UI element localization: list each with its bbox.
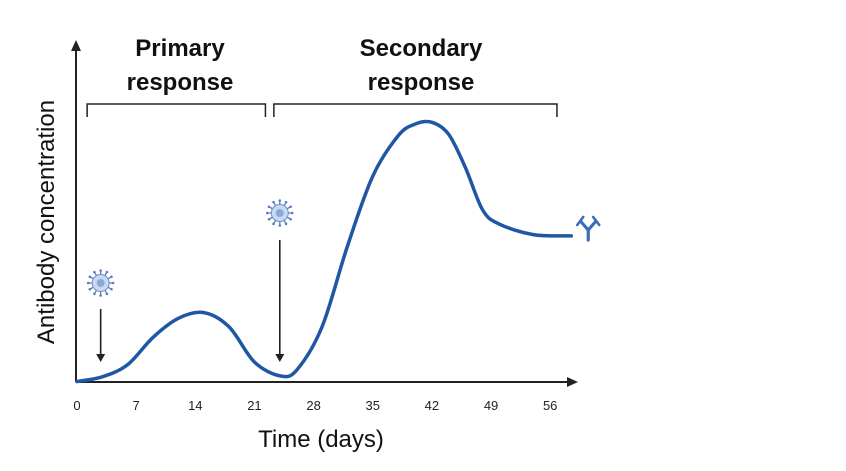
antigen-icon xyxy=(266,199,294,227)
antigen-exposure-2 xyxy=(266,199,294,362)
virus-core xyxy=(275,209,284,217)
y-axis-arrowhead xyxy=(71,40,81,51)
virus-spike-tip xyxy=(105,292,109,296)
x-tick-label: 7 xyxy=(133,398,140,413)
antibody-arm-right xyxy=(586,220,597,232)
virus-spike-tip xyxy=(278,199,282,202)
antibody-curve-line xyxy=(75,119,574,384)
virus-spike-tip xyxy=(105,270,109,274)
virus-spike-tip xyxy=(267,205,271,209)
antibody-outer-right xyxy=(591,215,601,227)
x-tick-label: 0 xyxy=(73,398,80,413)
antigen-exposures xyxy=(86,199,294,362)
virus-spike-tip xyxy=(110,275,113,279)
antibody-outer-left xyxy=(575,215,585,227)
virus-spike-tip xyxy=(278,224,282,227)
virus-spike-tip xyxy=(88,287,92,291)
antibody-arm-left xyxy=(579,220,590,232)
x-tick-label: 28 xyxy=(306,398,320,413)
virus-spike-tip xyxy=(93,292,96,296)
virus-spike-tip xyxy=(99,294,102,297)
x-axis-arrowhead xyxy=(567,377,578,387)
primary-response-label-line2: response xyxy=(127,69,234,96)
primary-response-label-line1: Primary xyxy=(135,35,225,62)
virus-spike-tip xyxy=(88,275,92,279)
virus-spike-tip xyxy=(111,281,115,285)
x-axis-title: Time (days) xyxy=(258,426,384,453)
x-tick-labels: 0 7 14 21 28 35 42 49 56 xyxy=(73,398,557,413)
antigen-exposure-1 xyxy=(86,269,115,362)
virus-spike-tip xyxy=(86,281,90,285)
antigen-icon xyxy=(86,269,115,297)
secondary-response-label-line1: Secondary xyxy=(360,35,483,62)
virus-spike-tip xyxy=(110,287,113,291)
antibody-icon xyxy=(575,215,601,242)
virus-core xyxy=(96,279,105,287)
virus-spike-tip xyxy=(99,269,102,272)
exposure-arrowhead xyxy=(96,354,106,362)
virus-spike-tip xyxy=(272,200,275,204)
x-tick-label: 35 xyxy=(366,398,380,413)
x-tick-label: 21 xyxy=(247,398,261,413)
virus-spike-tip xyxy=(291,211,294,215)
virus-spike-tip xyxy=(267,217,271,221)
x-tick-label: 56 xyxy=(543,398,557,413)
x-tick-label: 49 xyxy=(484,398,498,413)
virus-spike-tip xyxy=(289,217,292,221)
virus-spike-tip xyxy=(289,205,292,209)
virus-spike-tip xyxy=(93,270,96,274)
exposure-arrowhead xyxy=(275,354,285,362)
primary-response-bracket xyxy=(86,103,267,117)
y-axis-title: Antibody concentration xyxy=(33,100,60,344)
virus-spike-tip xyxy=(272,222,275,226)
secondary-response-bracket xyxy=(273,103,558,117)
virus-spike-tip xyxy=(284,200,288,204)
x-tick-label: 42 xyxy=(425,398,439,413)
secondary-response-label-line2: response xyxy=(368,69,475,96)
x-tick-label: 14 xyxy=(188,398,202,413)
virus-spike-tip xyxy=(266,211,269,215)
virus-spike-tip xyxy=(284,222,288,226)
